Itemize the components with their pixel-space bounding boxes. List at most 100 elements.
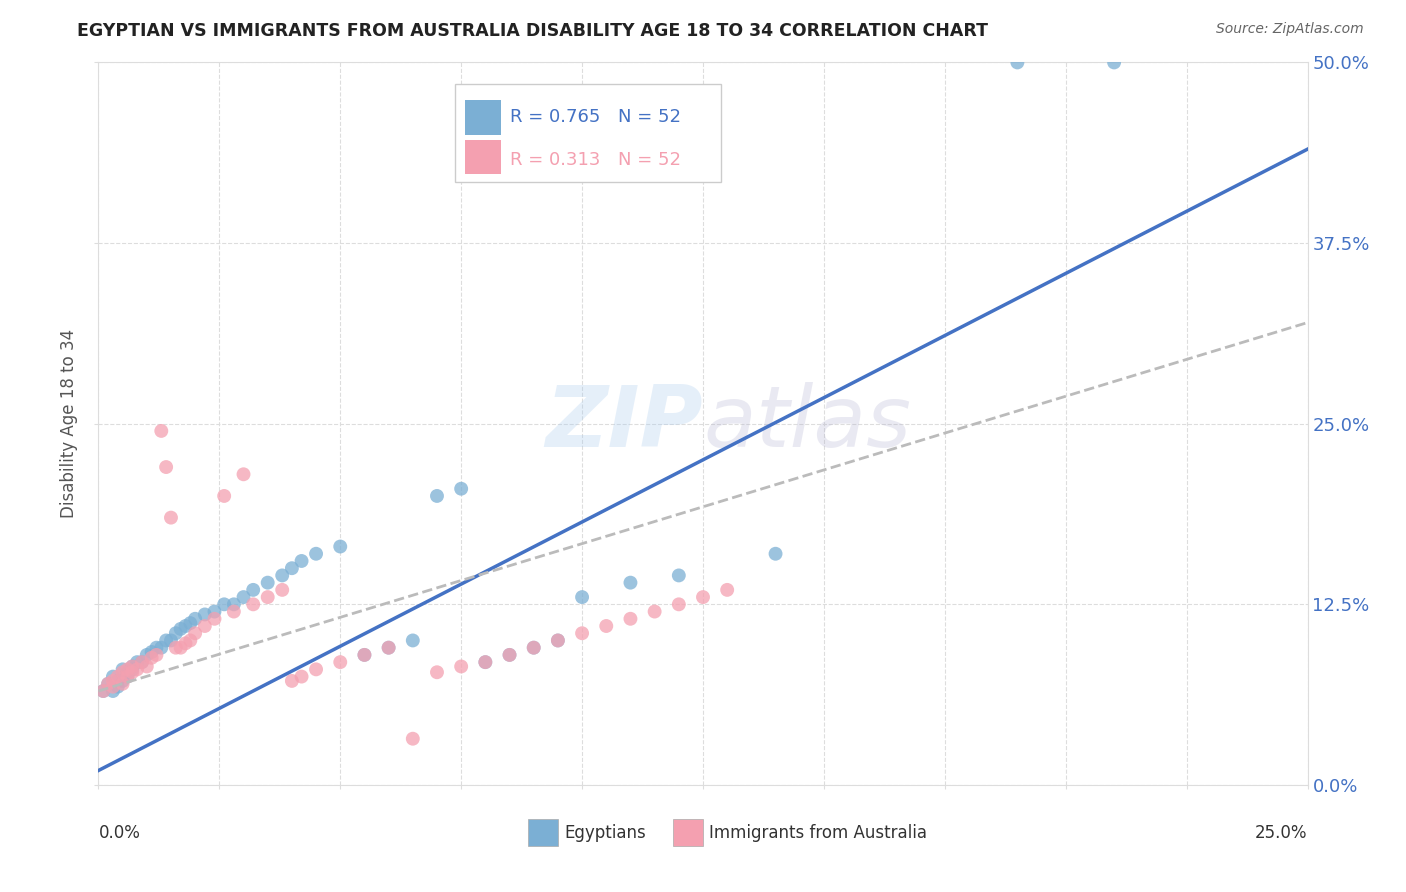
Point	[571, 626, 593, 640]
Point	[111, 673, 134, 688]
Point	[290, 669, 312, 683]
Point	[474, 655, 496, 669]
Point	[765, 547, 787, 561]
Text: 0.0%: 0.0%	[98, 823, 141, 842]
Text: atlas: atlas	[703, 382, 911, 466]
Point	[353, 648, 375, 662]
Point	[121, 659, 143, 673]
Point	[450, 482, 472, 496]
Point	[668, 568, 690, 582]
Point	[377, 640, 399, 655]
Point	[111, 665, 134, 680]
Point	[155, 633, 177, 648]
Point	[107, 680, 129, 694]
Point	[179, 616, 201, 631]
Point	[160, 510, 183, 524]
Point	[329, 540, 352, 554]
Point	[169, 622, 191, 636]
Point	[165, 640, 187, 655]
Point	[1007, 55, 1029, 70]
Point	[194, 619, 217, 633]
Point	[232, 467, 254, 482]
Point	[165, 626, 187, 640]
Y-axis label: Disability Age 18 to 34: Disability Age 18 to 34	[60, 329, 79, 518]
Point	[204, 605, 226, 619]
Point	[242, 598, 264, 612]
Point	[305, 547, 328, 561]
Point	[290, 554, 312, 568]
Point	[121, 665, 143, 680]
Point	[101, 680, 124, 694]
Point	[256, 590, 278, 604]
Point	[141, 650, 163, 665]
Point	[127, 662, 149, 676]
Point	[107, 673, 129, 688]
Point	[571, 590, 593, 604]
Point	[716, 582, 738, 597]
Point	[117, 662, 139, 676]
Point	[169, 640, 191, 655]
Point	[498, 648, 520, 662]
Text: Immigrants from Australia: Immigrants from Australia	[709, 823, 927, 842]
Bar	[465, 140, 501, 175]
Point	[135, 659, 157, 673]
Point	[101, 669, 124, 683]
Point	[281, 673, 304, 688]
Point	[1102, 55, 1125, 70]
Point	[127, 655, 149, 669]
Point	[212, 598, 235, 612]
Bar	[527, 819, 558, 847]
Point	[595, 619, 617, 633]
Text: 25.0%: 25.0%	[1256, 823, 1308, 842]
Point	[271, 568, 294, 582]
Point	[117, 665, 139, 680]
Point	[184, 626, 207, 640]
Point	[204, 612, 226, 626]
Point	[222, 605, 245, 619]
Point	[111, 662, 134, 676]
Text: R = 0.765: R = 0.765	[509, 108, 600, 126]
Point	[97, 677, 120, 691]
Point	[145, 640, 167, 655]
Point	[523, 640, 546, 655]
Point	[692, 590, 714, 604]
Point	[426, 665, 449, 680]
Point	[222, 598, 245, 612]
Point	[101, 684, 124, 698]
Point	[155, 460, 177, 475]
Point	[101, 673, 124, 688]
Point	[174, 619, 197, 633]
Point	[111, 677, 134, 691]
Point	[131, 655, 153, 669]
Point	[402, 731, 425, 746]
FancyBboxPatch shape	[456, 84, 721, 182]
Point	[160, 633, 183, 648]
Point	[402, 633, 425, 648]
Point	[523, 640, 546, 655]
Text: ZIP: ZIP	[546, 382, 703, 466]
Point	[377, 640, 399, 655]
Point	[194, 607, 217, 622]
Point	[668, 598, 690, 612]
Point	[91, 684, 114, 698]
Point	[135, 648, 157, 662]
Point	[256, 575, 278, 590]
Point	[117, 669, 139, 683]
Point	[281, 561, 304, 575]
Point	[121, 659, 143, 673]
Text: Source: ZipAtlas.com: Source: ZipAtlas.com	[1216, 22, 1364, 37]
Point	[329, 655, 352, 669]
Point	[97, 677, 120, 691]
Point	[474, 655, 496, 669]
Point	[242, 582, 264, 597]
Point	[179, 633, 201, 648]
Bar	[672, 819, 703, 847]
Point	[141, 645, 163, 659]
Text: Egyptians: Egyptians	[564, 823, 645, 842]
Point	[174, 636, 197, 650]
Point	[644, 605, 666, 619]
Bar	[465, 100, 501, 135]
Point	[426, 489, 449, 503]
Point	[131, 655, 153, 669]
Text: N = 52: N = 52	[619, 108, 682, 126]
